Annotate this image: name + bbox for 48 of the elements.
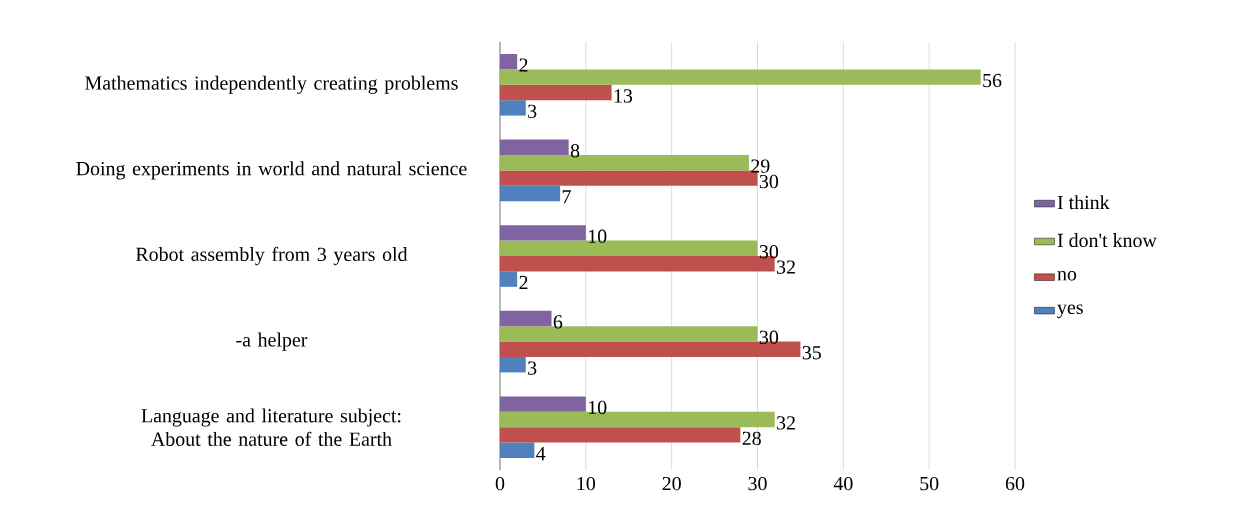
y-tick-label: Mathematics independently creating problems [85, 75, 458, 94]
y-tick-label: Robot assembly from 3 years old [135, 246, 408, 266]
bar [500, 139, 569, 155]
bar [500, 427, 741, 443]
bar [500, 100, 526, 116]
data-label: 2 [519, 275, 528, 290]
bar [500, 225, 586, 241]
data-label: 32 [777, 260, 795, 274]
y-tick-label: Doing experiments in world and natural science [76, 161, 467, 180]
bar [500, 396, 586, 412]
data-label: 10 [588, 400, 607, 415]
data-label: 4 [536, 447, 546, 461]
bar [500, 442, 535, 459]
bar [500, 310, 552, 327]
legend-label: yes [1057, 304, 1083, 319]
data-label: 3 [528, 104, 537, 119]
bar [500, 271, 518, 287]
data-label: 30 [759, 330, 779, 345]
x-tick-label: 60 [1005, 476, 1025, 491]
x-tick-label: 40 [833, 476, 853, 491]
data-label: 30 [759, 174, 779, 189]
data-label: 8 [570, 144, 580, 158]
x-tick-label: 30 [748, 476, 767, 491]
data-label: 7 [562, 190, 571, 204]
legend-label: no [1057, 270, 1077, 281]
legend-label: I think [1057, 195, 1110, 210]
data-label: 6 [553, 315, 563, 329]
bar [500, 185, 561, 202]
x-tick-label: 20 [662, 476, 681, 491]
data-label: 30 [759, 245, 779, 259]
bar [500, 54, 518, 70]
data-label: 10 [588, 229, 607, 244]
x-tick-label: 0 [495, 476, 505, 491]
bar [500, 84, 612, 101]
y-tick-label: -a helper [236, 332, 308, 351]
data-label: 13 [614, 89, 633, 103]
data-label: 2 [519, 58, 528, 72]
data-label: 28 [742, 431, 761, 446]
x-tick-label: 10 [577, 476, 596, 491]
x-tick-label: 50 [920, 476, 939, 491]
bar [500, 357, 526, 373]
data-label: 29 [751, 159, 770, 173]
data-label: 3 [528, 361, 537, 375]
legend-label: I don't know [1057, 233, 1157, 248]
data-label: 32 [777, 416, 795, 430]
data-label: 35 [802, 346, 821, 360]
y-tick-label: Language and literature subject: About the nature of the Earth [141, 408, 401, 446]
data-label: 56 [983, 73, 1002, 88]
